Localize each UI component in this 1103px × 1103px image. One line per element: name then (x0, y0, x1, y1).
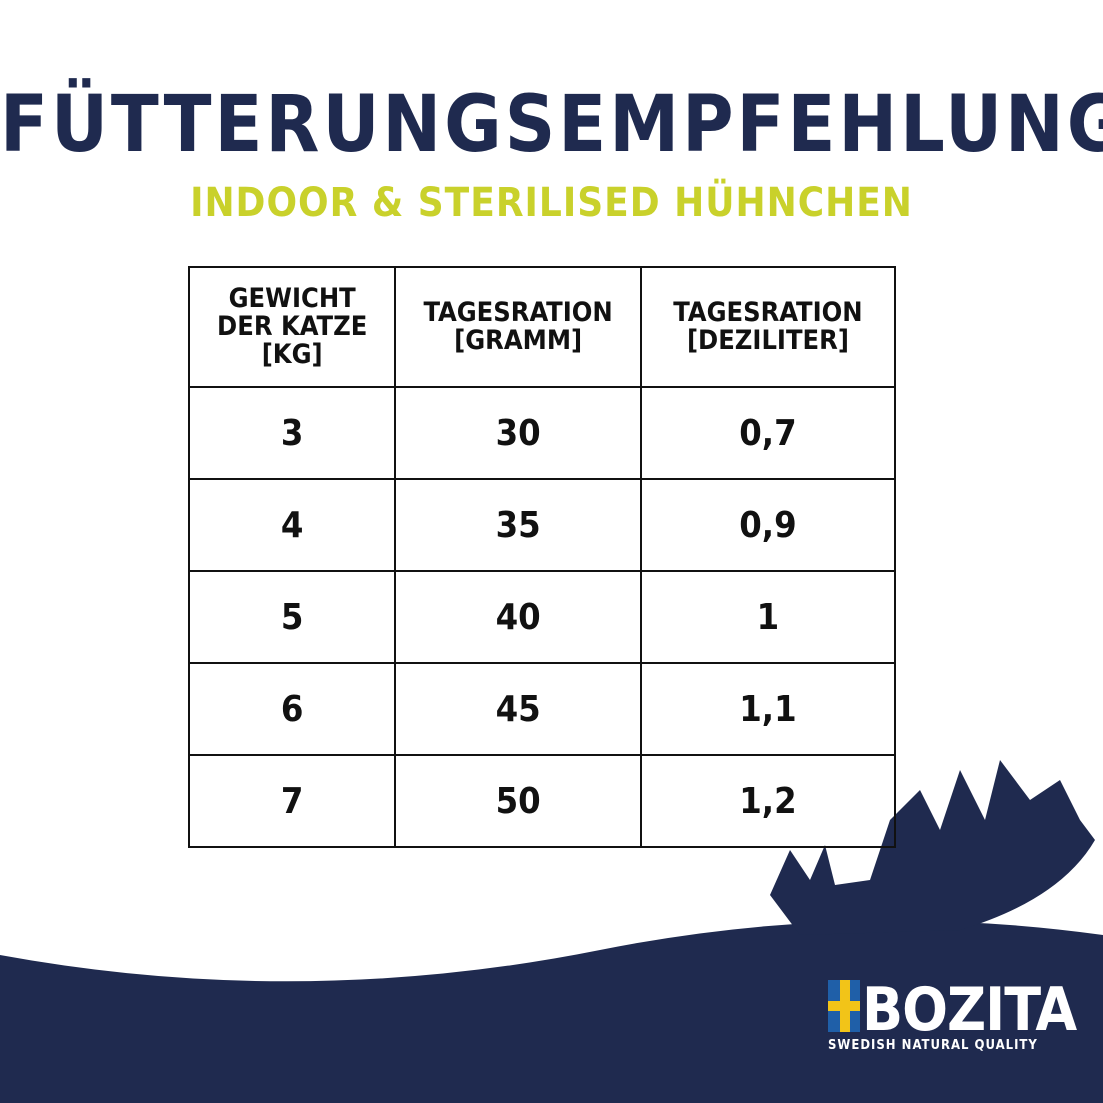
cell: 50 (394, 754, 642, 848)
cell: 6 (187, 662, 397, 756)
cell: 7 (187, 754, 397, 848)
column-header: TAGESRATION [GRAMM] (394, 266, 642, 388)
cell: 35 (394, 478, 642, 572)
subtitle: INDOOR & STERILISED HÜHNCHEN (190, 180, 913, 226)
cell: 3 (187, 386, 397, 480)
row: 4 35 0,9 (187, 478, 897, 572)
row: 5 40 1 (187, 570, 897, 664)
cell: 45 (394, 662, 642, 756)
cell: 30 (394, 386, 642, 480)
cell: 40 (394, 570, 642, 664)
column-header: GEWICHT DER KATZE [KG] (187, 266, 397, 388)
cell: 0,9 (639, 478, 897, 572)
row: 3 30 0,7 (187, 386, 897, 480)
cell: 1 (639, 570, 897, 664)
table: GEWICHT DER KATZE [KG] TAGESRATION [GRAMM… (187, 266, 897, 848)
row: 7 50 1,2 (187, 754, 897, 848)
cell: 1,2 (639, 754, 897, 848)
cell: 0,7 (639, 386, 897, 480)
cell: 1,1 (639, 662, 897, 756)
title: FÜTTERUNGSEMPFEHLUNG (0, 80, 1103, 170)
row: 6 45 1,1 (187, 662, 897, 756)
cell: 5 (187, 570, 397, 664)
logo-brand: BOZITA (862, 975, 1077, 1045)
cell: 4 (187, 478, 397, 572)
logo-tagline: SWEDISH NATURAL QUALITY (828, 1038, 1038, 1053)
column-header: TAGESRATION [DEZILITER] (639, 266, 897, 388)
